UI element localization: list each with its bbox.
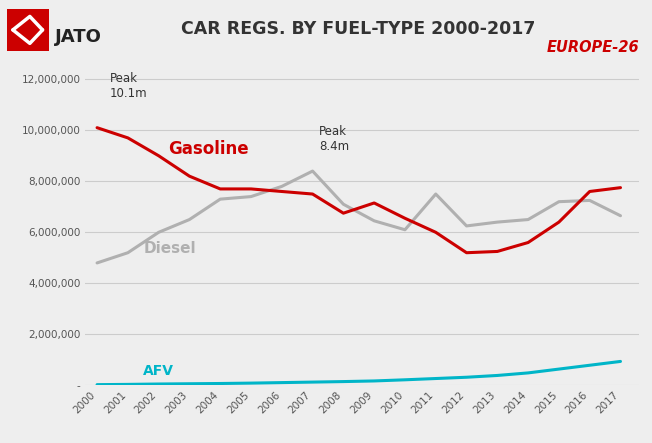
Text: Peak
10.1m: Peak 10.1m — [110, 72, 147, 100]
Text: EUROPE-26: EUROPE-26 — [546, 40, 639, 55]
Text: JATO: JATO — [55, 28, 102, 46]
Text: AFV: AFV — [143, 364, 174, 378]
Text: Gasoline: Gasoline — [168, 140, 248, 159]
Text: Peak
8.4m: Peak 8.4m — [319, 125, 349, 153]
Text: CAR REGS. BY FUEL-TYPE 2000-2017: CAR REGS. BY FUEL-TYPE 2000-2017 — [181, 20, 536, 38]
Text: Diesel: Diesel — [143, 241, 196, 256]
